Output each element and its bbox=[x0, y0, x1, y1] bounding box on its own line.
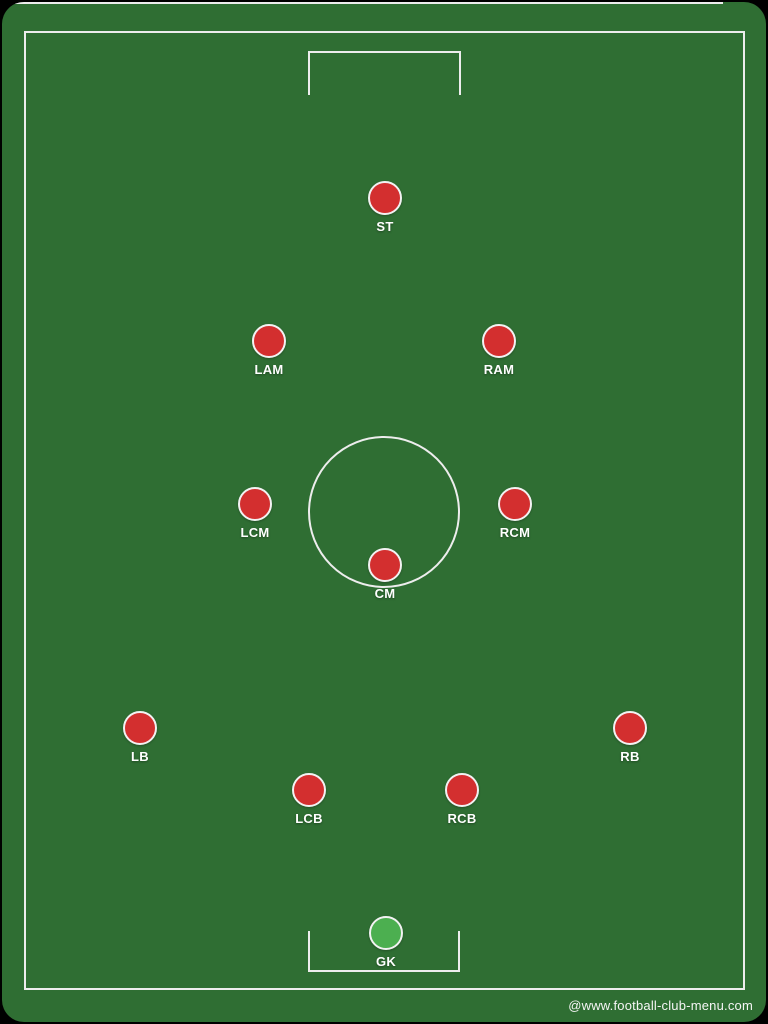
player-label: LCM bbox=[240, 525, 270, 540]
player-label: LAM bbox=[254, 362, 284, 377]
player-marker-lcm[interactable]: LCM bbox=[238, 487, 272, 539]
player-label: ST bbox=[376, 219, 394, 234]
player-label: RAM bbox=[483, 362, 515, 377]
player-marker-rb[interactable]: RB bbox=[613, 711, 647, 763]
player-label: RCB bbox=[447, 811, 477, 826]
player-marker-lcb[interactable]: LCB bbox=[292, 773, 326, 825]
player-marker-lb[interactable]: LB bbox=[123, 711, 157, 763]
player-disc bbox=[613, 711, 647, 745]
bottom-goal-box-line bbox=[308, 931, 460, 972]
player-marker-ram[interactable]: RAM bbox=[482, 324, 516, 376]
player-label: LCB bbox=[295, 811, 323, 826]
player-label: CM bbox=[374, 586, 396, 601]
player-label: GK bbox=[375, 954, 397, 969]
goalkeeper-disc bbox=[369, 916, 403, 950]
player-label: RCM bbox=[499, 525, 531, 540]
player-disc bbox=[368, 181, 402, 215]
top-goal-box-line bbox=[308, 51, 461, 95]
player-disc bbox=[292, 773, 326, 807]
player-marker-st[interactable]: ST bbox=[368, 181, 402, 233]
halfway-line bbox=[2, 2, 723, 4]
player-label: RB bbox=[620, 749, 640, 764]
player-disc bbox=[252, 324, 286, 358]
player-marker-cm[interactable]: CM bbox=[368, 548, 402, 600]
player-disc bbox=[238, 487, 272, 521]
player-disc bbox=[498, 487, 532, 521]
player-marker-rcm[interactable]: RCM bbox=[498, 487, 532, 539]
player-disc bbox=[482, 324, 516, 358]
player-disc bbox=[445, 773, 479, 807]
watermark-text: @www.football-club-menu.com bbox=[568, 998, 753, 1013]
pitch-boundary-line bbox=[24, 31, 745, 990]
player-disc bbox=[123, 711, 157, 745]
player-label: LB bbox=[131, 749, 149, 764]
player-marker-lam[interactable]: LAM bbox=[252, 324, 286, 376]
player-marker-rcb[interactable]: RCB bbox=[445, 773, 479, 825]
center-circle-line bbox=[308, 436, 460, 588]
player-disc bbox=[368, 548, 402, 582]
player-marker-gk[interactable]: GK bbox=[369, 916, 403, 968]
